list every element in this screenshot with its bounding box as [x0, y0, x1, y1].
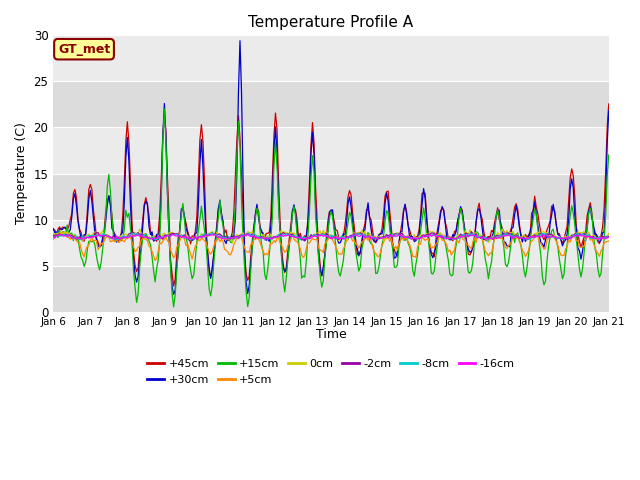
Text: GT_met: GT_met — [58, 43, 110, 56]
Legend: +45cm, +30cm, +15cm, +5cm, 0cm, -2cm, -8cm, -16cm: +45cm, +30cm, +15cm, +5cm, 0cm, -2cm, -8… — [143, 355, 519, 389]
Bar — [53, 219, 609, 265]
Bar — [53, 128, 609, 173]
Title: Temperature Profile A: Temperature Profile A — [248, 15, 413, 30]
Bar — [53, 265, 609, 312]
Bar — [53, 36, 609, 82]
X-axis label: Time: Time — [316, 328, 346, 341]
Bar — [53, 82, 609, 128]
Y-axis label: Temperature (C): Temperature (C) — [15, 122, 28, 225]
Bar — [53, 173, 609, 219]
